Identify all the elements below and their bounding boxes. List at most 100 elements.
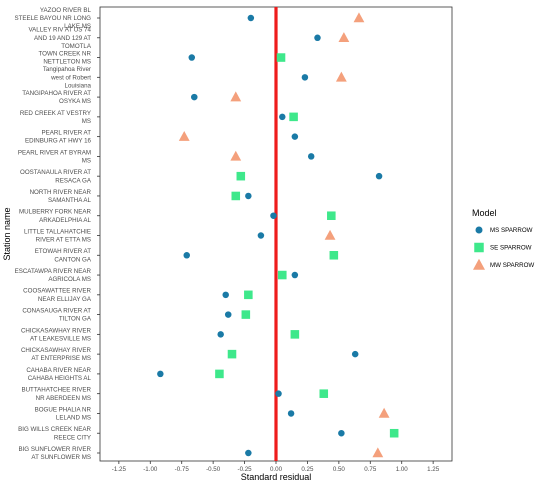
station-label-line: CONASAUGA RIVER AT <box>22 307 91 314</box>
data-point <box>338 32 350 43</box>
data-point <box>335 71 347 82</box>
station-label: VALLEY RIV AT US 74 AND 19 AND 129 AT TOMO… <box>29 27 92 50</box>
station-label-line: NEAR ELLIJAY GA <box>38 296 92 303</box>
x-tick-label: 1.25 <box>427 466 440 473</box>
station-label: ETOWAH RIVER AT CANTON GA <box>35 248 92 263</box>
station-label-line: ETOWAH RIVER AT <box>35 248 91 255</box>
station-label-line: ESCATAWPA RIVER NEAR <box>15 268 92 275</box>
legend-label: SE SPARROW <box>490 245 532 252</box>
station-label: CHICKASAWHAY RIVER AT LEAKESVILLE MS <box>21 327 92 342</box>
x-tick-label: -1.25 <box>112 466 127 473</box>
station-label-line: BUTTAHATCHEE RIVER <box>21 387 91 394</box>
station-label-line: RED CREEK AT VESTRY <box>20 110 91 117</box>
legend-key <box>473 258 485 270</box>
station-label-line: NORTH RIVER NEAR <box>30 189 92 196</box>
station-label-line: MULBERRY FORK NEAR <box>19 209 92 216</box>
station-label-line: BIG WILLS CREEK NEAR <box>18 426 91 433</box>
station-label-line: AT LEAKESVILLE MS <box>30 335 91 342</box>
x-axis-title: Standard residual <box>241 472 312 482</box>
x-tick-label: -0.50 <box>206 466 221 473</box>
station-label-line: STEELE BAYOU NR LONG <box>14 15 91 22</box>
x-tick-label: 0.25 <box>301 466 314 473</box>
data-point <box>319 389 329 398</box>
station-label-line: RIVER AT ETTA MS <box>36 237 91 244</box>
station-label-line: CAHABA RIVER NEAR <box>26 367 91 374</box>
legend-title: Model <box>472 208 497 218</box>
station-label: MULBERRY FORK NEAR ARKADELPHIA AL <box>19 209 92 224</box>
legend-entries: MS SPARROW SE SPARROW MW SPARROW <box>473 226 534 270</box>
data-point <box>241 310 251 319</box>
station-label-line: LAKE MS <box>64 23 91 30</box>
data-point <box>191 93 198 101</box>
data-point <box>389 428 399 438</box>
data-point <box>378 407 390 418</box>
x-tick-label: -1.00 <box>143 466 158 473</box>
station-label-line: VALLEY RIV AT US 74 <box>29 27 92 34</box>
station-label-line: AGRICOLA MS <box>48 276 91 283</box>
legend-label: MS SPARROW <box>490 227 533 234</box>
station-label-line: TILTON GA <box>59 316 92 323</box>
station-label: PEARL RIVER AT EDINBURG AT HWY 16 <box>25 130 92 145</box>
data-point <box>231 191 241 201</box>
station-label: TANGIPAHOA RIVER AT OSYKA MS <box>22 90 91 105</box>
station-label-line: ARKADELPHIA AL <box>39 217 91 224</box>
data-point <box>222 291 229 299</box>
data-point <box>257 232 265 239</box>
data-point <box>290 330 300 339</box>
station-label-line: AT ENTERPRISE MS <box>31 355 91 362</box>
data-point <box>278 270 287 280</box>
station-label-line: PEARL RIVER AT <box>41 130 91 137</box>
data-point <box>244 290 253 300</box>
station-label: BUTTAHATCHEE RIVER NR ABERDEEN MS <box>21 387 91 402</box>
station-label-line: MS <box>82 118 91 125</box>
legend: Model MS SPARROW SE SPARROW MW SPARROW <box>472 208 534 270</box>
data-point <box>227 349 237 359</box>
station-label-line: YAZOO RIVER BL <box>40 7 92 14</box>
data-point <box>351 350 359 358</box>
station-label: BOGUE PHALIA NR LELAND MS <box>35 406 92 421</box>
data-point <box>188 54 196 61</box>
data-point <box>353 12 365 23</box>
station-label-line: CHICKASAWHAY RIVER <box>21 327 92 334</box>
station-label: BIG WILLS CREEK NEAR REECE CITY <box>18 426 91 441</box>
station-label-line: LELAND MS <box>56 415 91 422</box>
station-label-line: TOWN CREEK NR <box>39 50 92 57</box>
station-label: BIG SUNFLOWER RIVER AT SUNFLOWER MS <box>18 446 91 461</box>
station-label: ESCATAWPA RIVER NEAR AGRICOLA MS <box>15 268 92 283</box>
station-label-line: west of Robert <box>50 74 91 81</box>
x-tick-label: -0.25 <box>238 466 253 473</box>
data-point <box>289 112 298 122</box>
station-label: LITTLE TALLAHATCHIE RIVER AT ETTA MS <box>24 228 91 243</box>
legend-label: MW SPARROW <box>490 262 534 269</box>
station-label-line: PEARL RIVER AT BYRAM <box>18 149 91 156</box>
station-label: NORTH RIVER NEAR SAMANTHA AL <box>30 189 92 204</box>
data-point <box>247 14 255 22</box>
data-point <box>279 113 286 121</box>
station-label: CONASAUGA RIVER AT TILTON GA <box>22 307 92 322</box>
station-label-line: RESACA GA <box>55 177 92 184</box>
data-point <box>245 449 252 457</box>
station-label-line: TANGIPAHOA RIVER AT <box>22 90 91 97</box>
data-point <box>329 250 339 260</box>
station-label-line: OSYKA MS <box>59 98 91 105</box>
y-axis-ticks <box>97 17 100 454</box>
x-tick-label: 1.00 <box>396 466 409 473</box>
legend-key <box>475 226 483 234</box>
data-point <box>327 211 336 221</box>
station-label-line: BIG SUNFLOWER RIVER <box>18 446 91 453</box>
station-label-line: COOSAWATTEE RIVER <box>23 288 91 295</box>
data-point <box>291 271 299 279</box>
x-tick-label: 0.75 <box>364 466 377 473</box>
data-point <box>301 74 309 81</box>
station-label: YAZOO RIVER BL STEELE BAYOU NR LONG LAKE M… <box>14 7 91 30</box>
data-point <box>245 192 252 200</box>
station-label: CAHABA RIVER NEAR CAHABA HEIGHTS AL <box>26 367 91 382</box>
data-point <box>291 133 299 140</box>
x-tick-label: 0.00 <box>270 466 283 473</box>
data-point <box>372 447 384 458</box>
x-axis-ticks: -1.25 -1.00 -0.75 -0.50 -0.25 0.00 0.25 0.50 0.7… <box>112 461 440 473</box>
data-point <box>178 130 190 141</box>
x-tick-label: -0.75 <box>175 466 190 473</box>
data-point <box>230 150 242 161</box>
